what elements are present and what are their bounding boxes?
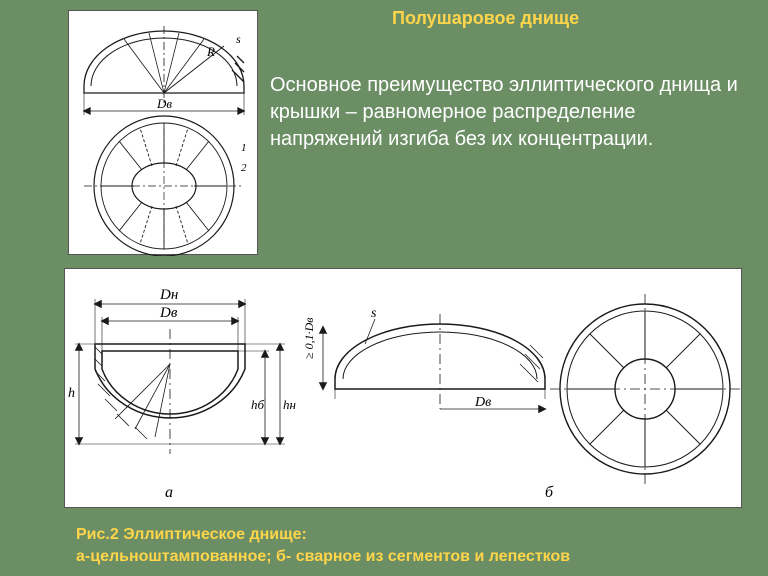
label-Db: Dв	[159, 305, 178, 321]
hemispherical-head-drawing: R s Dв	[69, 11, 259, 256]
label-Db-top: Dв	[156, 96, 172, 111]
label-h: h	[68, 386, 75, 401]
page-title: Полушаровое днище	[392, 8, 579, 29]
label-1: 1	[241, 142, 247, 154]
label-s2: s	[371, 306, 377, 321]
label-Dn: Dн	[159, 287, 178, 303]
top-figure: R s Dв	[68, 10, 258, 255]
label-R: R	[206, 44, 215, 59]
label-Db2: Dв	[474, 395, 491, 410]
label-hn: hн	[283, 397, 296, 412]
label-coef: ≥ 0,1·Dв	[302, 318, 316, 359]
label-hb: hб	[251, 397, 265, 412]
elliptical-head-drawing: Dн Dв h hб hн а s	[65, 269, 743, 509]
figure-caption: Рис.2 Эллиптическое днище: а-цельноштамп…	[76, 524, 570, 567]
label-variant-b: б	[545, 484, 554, 501]
bottom-figure: Dн Dв h hб hн а s	[64, 268, 742, 508]
caption-line-1: Рис.2 Эллиптическое днище:	[76, 524, 570, 546]
label-2: 2	[241, 162, 247, 174]
label-s: s	[236, 32, 241, 46]
caption-line-2: а-цельноштампованное; б- сварное из сегм…	[76, 546, 570, 568]
main-paragraph: Основное преимущество эллиптического дни…	[270, 72, 740, 153]
label-variant-a: а	[165, 484, 173, 501]
